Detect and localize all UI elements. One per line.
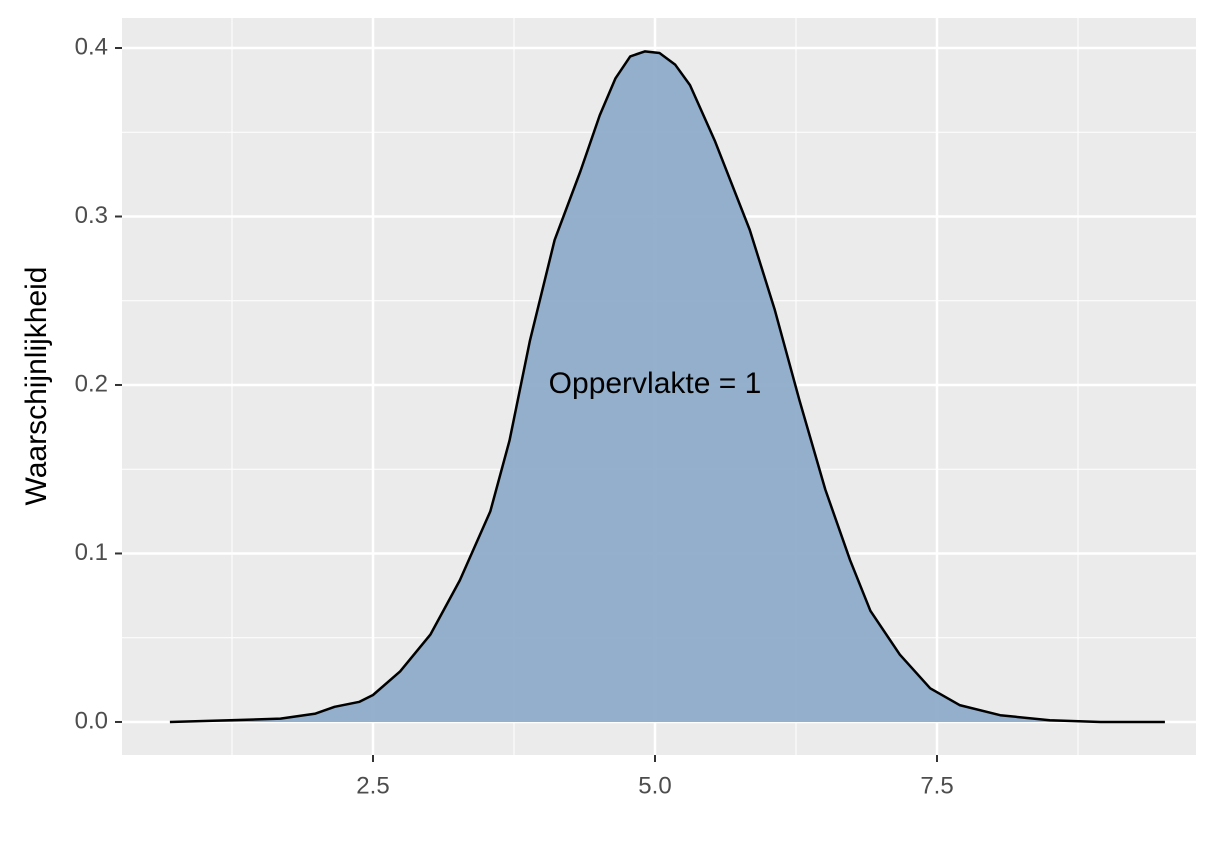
y-tick-label: 0.0 [75, 707, 108, 734]
y-tick-label: 0.4 [75, 33, 108, 60]
density-line [169, 50, 1165, 724]
x-tick-label: 2.5 [356, 772, 389, 799]
y-axis-label: Waarschijnlijkheid [20, 267, 53, 506]
density-area [169, 51, 1165, 722]
x-tick-label: 7.5 [920, 772, 953, 799]
x-tick-label: 5.0 [638, 772, 671, 799]
y-tick-label: 0.3 [75, 202, 108, 229]
y-tick-label: 0.2 [75, 370, 108, 397]
annotation: Oppervlakte = 1 [549, 367, 762, 400]
y-tick-label: 0.1 [75, 539, 108, 566]
